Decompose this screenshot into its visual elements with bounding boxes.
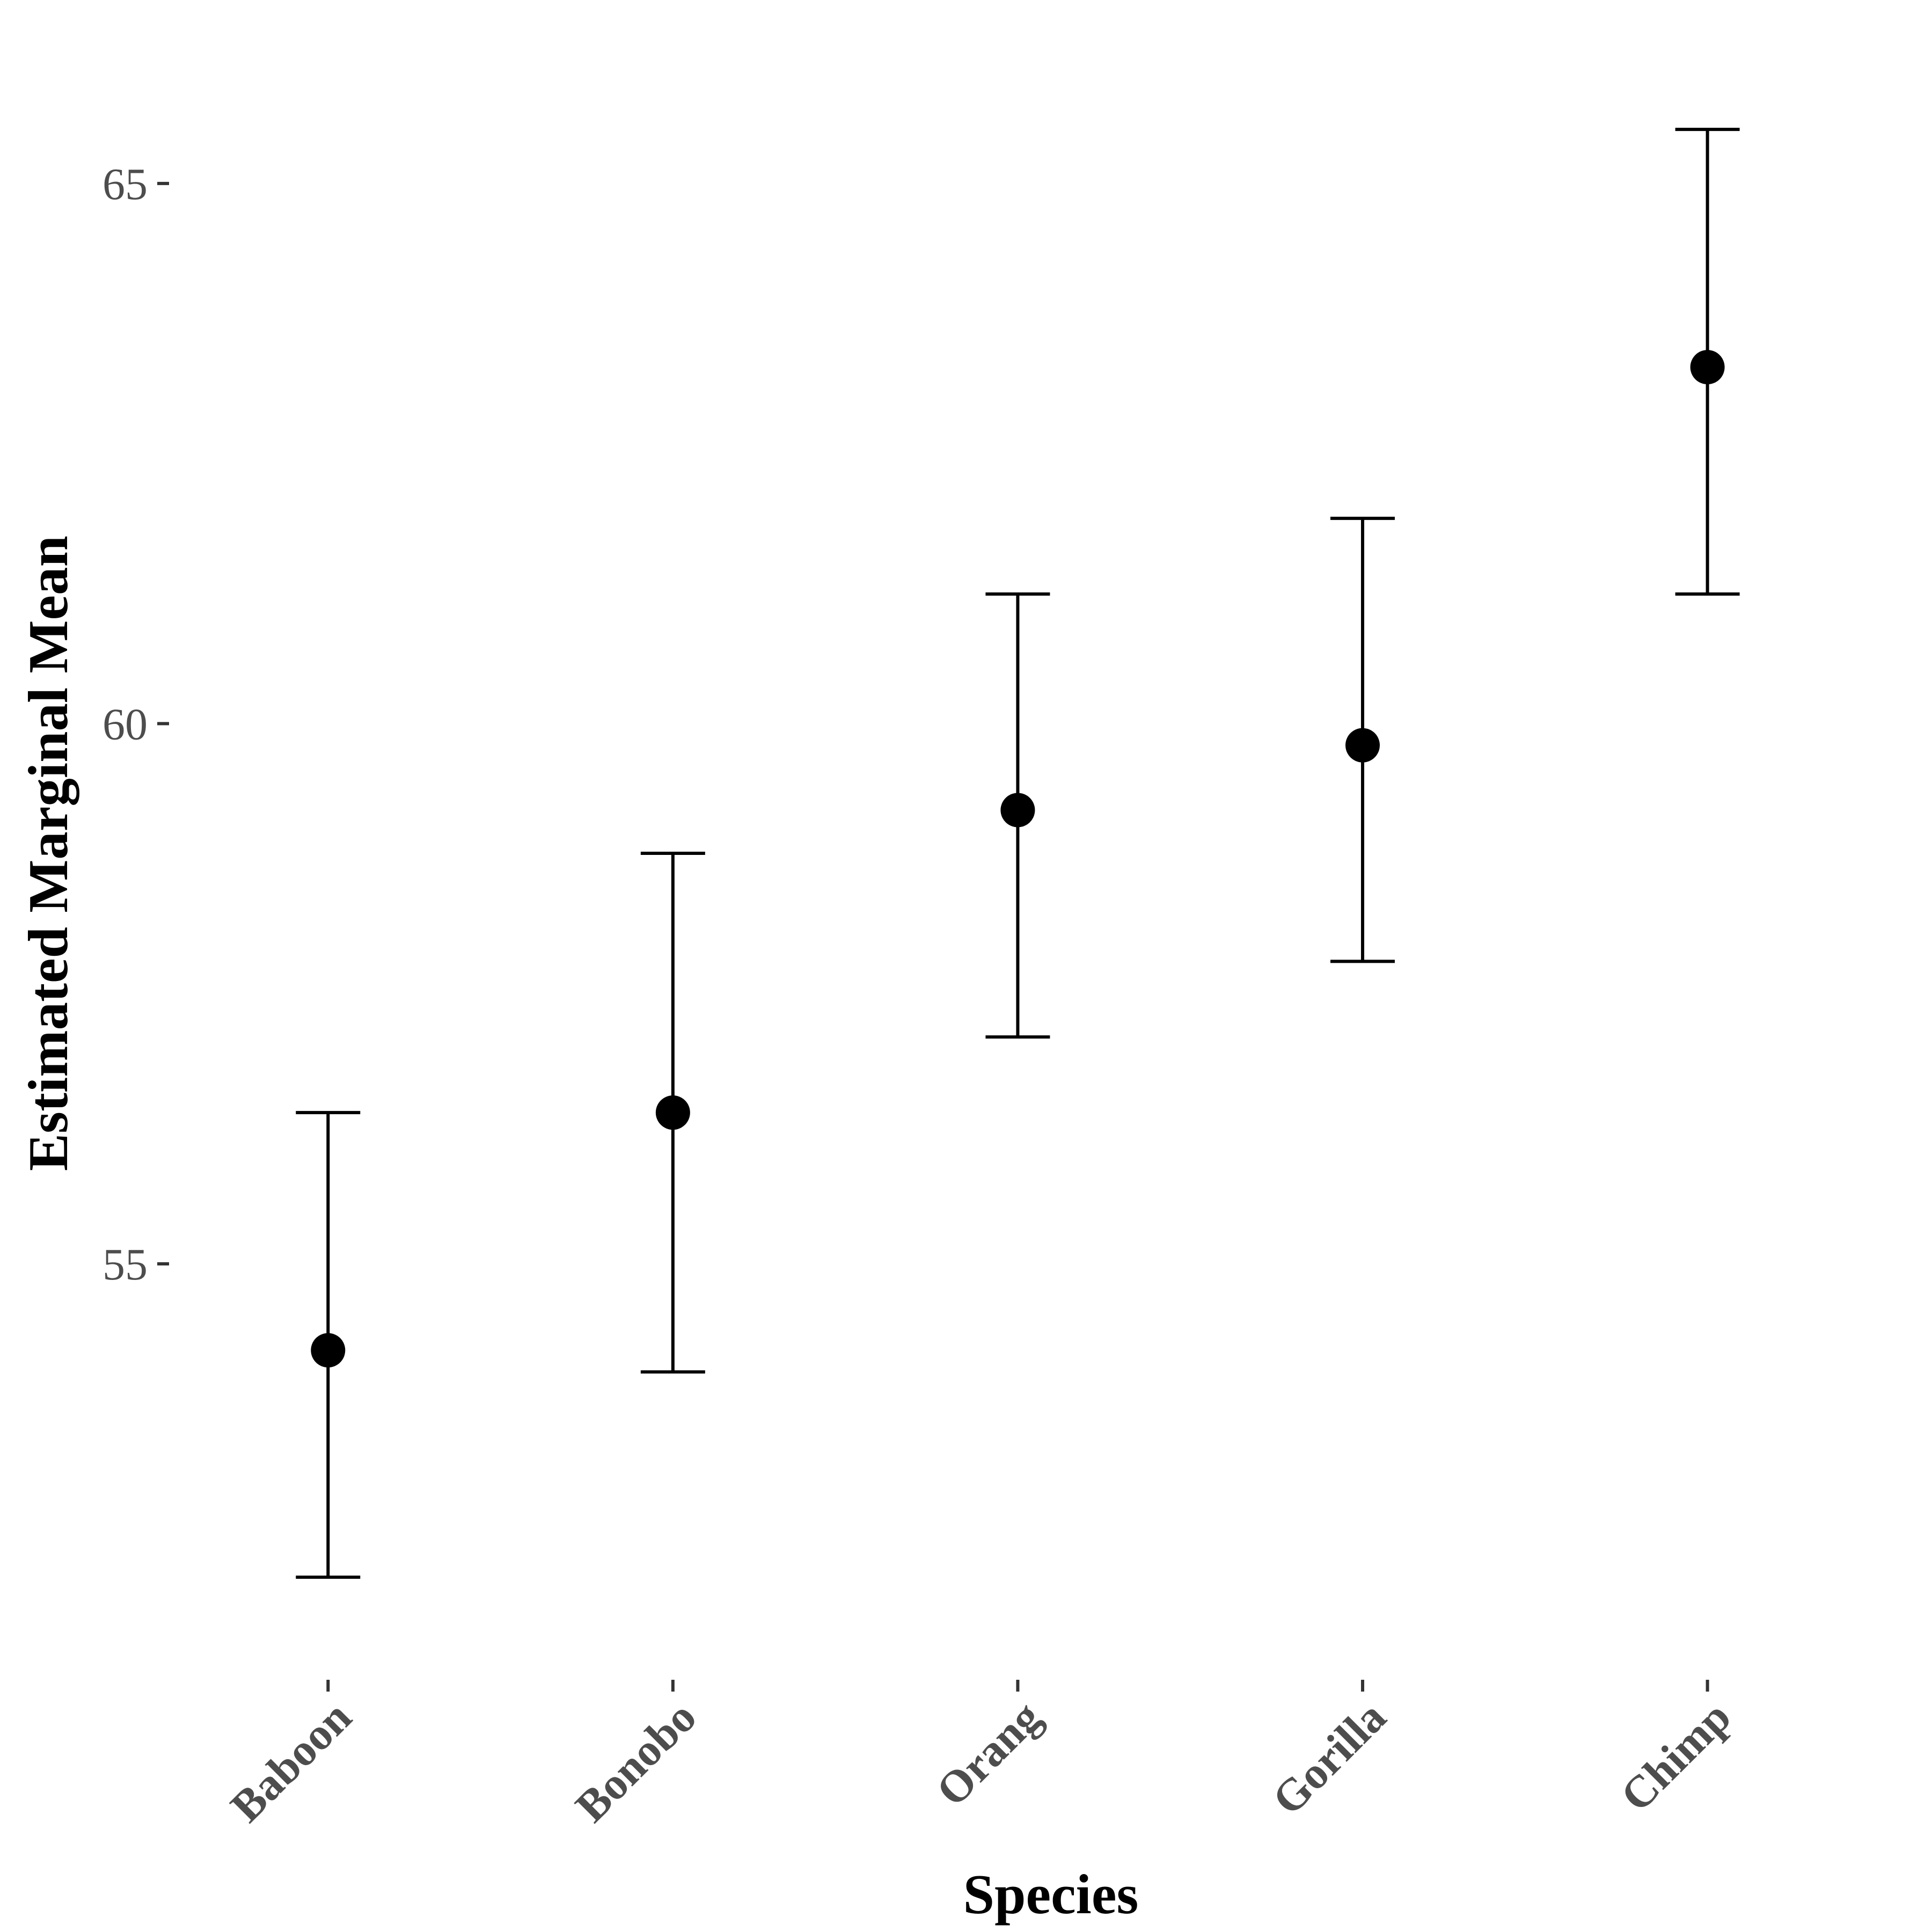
x-tick-label: Chimp [1611, 1692, 1740, 1821]
y-tick-label: 65 [103, 159, 148, 209]
data-point [1000, 793, 1035, 828]
x-tick-label: Bonobo [566, 1692, 706, 1832]
x-axis-title: Species [963, 1863, 1139, 1926]
data-point [311, 1333, 346, 1368]
x-tick-label: Baboon [221, 1692, 361, 1832]
data-point [655, 1095, 690, 1130]
y-tick-label: 60 [103, 699, 148, 749]
y-axis-title: Estimated Marginal Mean [17, 536, 79, 1171]
data-point [1690, 350, 1725, 385]
x-axis: Baboon Bonobo Orang Gorilla Chimp [221, 1680, 1740, 1832]
y-axis: 55 60 65 [103, 159, 169, 1290]
y-tick-label: 55 [103, 1240, 148, 1290]
plot-marks [296, 128, 1740, 1579]
x-tick-label: Gorilla [1263, 1692, 1395, 1825]
x-tick-label: Orang [927, 1692, 1051, 1816]
data-point [1345, 728, 1380, 763]
